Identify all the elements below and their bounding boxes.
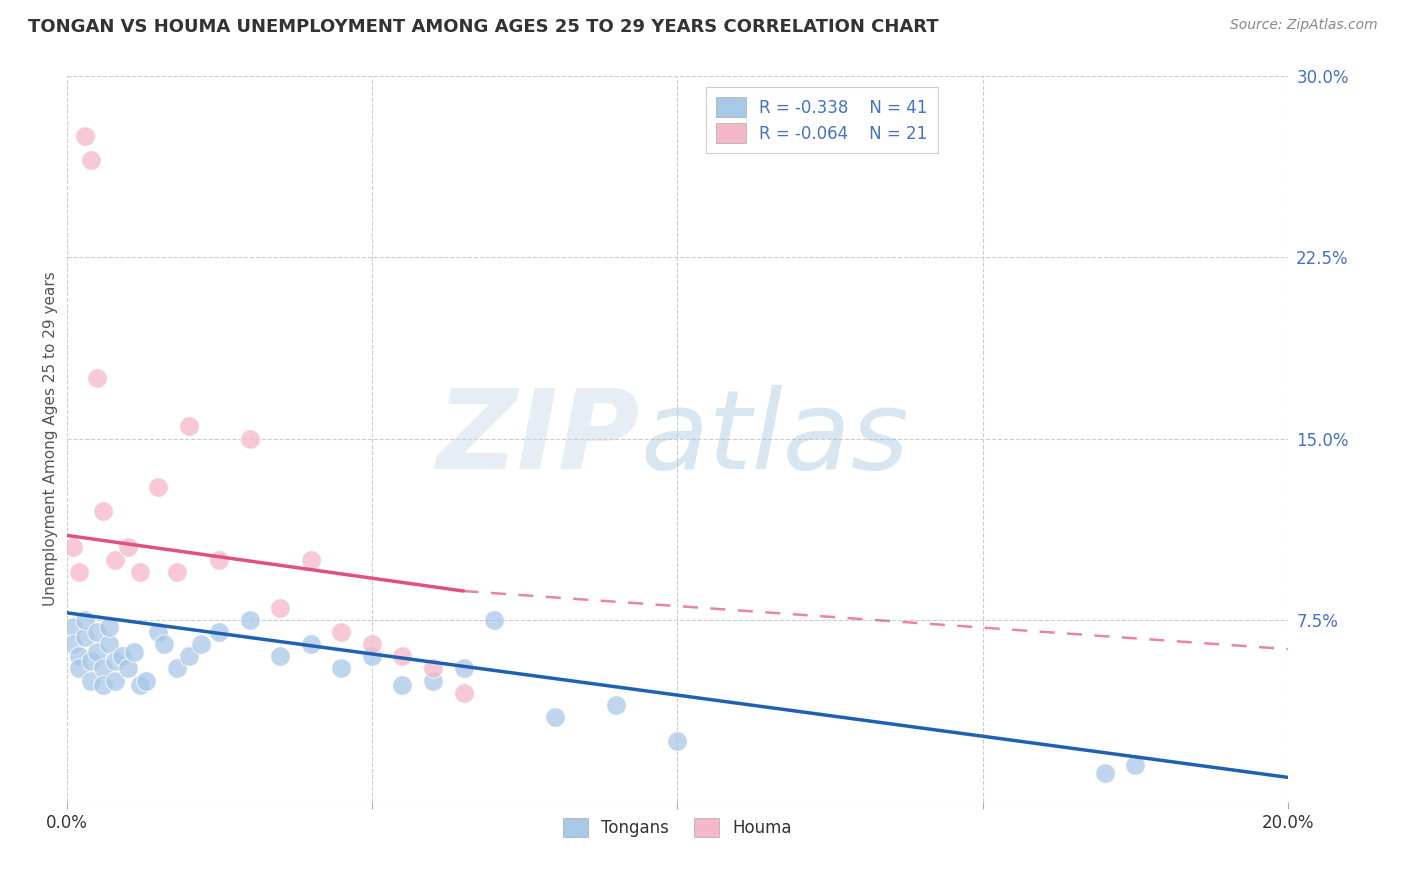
Point (269, 649, 291, 664)
Point (1094, 765, 1116, 780)
Point (177, 649, 200, 664)
Point (482, 613, 505, 627)
Point (148, 625, 170, 640)
Point (98, 637, 121, 651)
Point (86, 644, 108, 658)
Point (361, 649, 384, 664)
Point (98, 620, 121, 634)
Point (104, 654, 127, 668)
Point (1123, 758, 1146, 772)
Point (117, 661, 139, 675)
Point (422, 661, 444, 675)
Y-axis label: Unemployment Among Ages 25 to 29 years: Unemployment Among Ages 25 to 29 years (44, 271, 58, 606)
Point (91, 661, 114, 675)
Point (73, 613, 96, 627)
Point (177, 419, 200, 434)
Point (239, 432, 262, 446)
Text: Source: ZipAtlas.com: Source: ZipAtlas.com (1230, 18, 1378, 32)
Point (122, 644, 145, 658)
Point (239, 613, 262, 627)
Text: ZIP: ZIP (437, 385, 641, 492)
Point (166, 565, 188, 579)
Point (269, 601, 291, 615)
Point (208, 552, 231, 566)
Point (299, 552, 322, 566)
Point (208, 625, 231, 640)
Point (73, 630, 96, 644)
Text: TONGAN VS HOUMA UNEMPLOYMENT AMONG AGES 25 TO 29 YEARS CORRELATION CHART: TONGAN VS HOUMA UNEMPLOYMENT AMONG AGES … (28, 18, 939, 36)
Point (62, 541, 84, 555)
Point (110, 649, 132, 664)
Point (86, 625, 108, 640)
Point (67, 565, 90, 579)
Point (62, 637, 84, 651)
Point (190, 637, 212, 651)
Point (67, 661, 90, 675)
Point (62, 620, 84, 634)
Point (104, 552, 127, 566)
Point (166, 661, 188, 675)
Point (391, 678, 413, 692)
Text: atlas: atlas (641, 385, 910, 492)
Point (153, 637, 176, 651)
Point (91, 504, 114, 518)
Point (299, 637, 322, 651)
Point (86, 371, 108, 385)
Point (128, 678, 150, 692)
Point (330, 625, 353, 640)
Point (453, 686, 475, 700)
Point (80, 673, 103, 688)
Point (67, 649, 90, 664)
Point (91, 678, 114, 692)
Point (422, 673, 444, 688)
Point (544, 710, 567, 724)
Point (104, 673, 127, 688)
Point (148, 480, 170, 494)
Point (666, 734, 689, 748)
Point (135, 673, 157, 688)
Point (128, 565, 150, 579)
Point (453, 661, 475, 675)
Point (330, 661, 353, 675)
Point (80, 654, 103, 668)
Point (391, 649, 413, 664)
Point (73, 128, 96, 143)
Point (117, 541, 139, 555)
Point (361, 637, 384, 651)
Point (605, 698, 627, 712)
Legend: Tongans, Houma: Tongans, Houma (555, 812, 799, 844)
Point (80, 153, 103, 168)
